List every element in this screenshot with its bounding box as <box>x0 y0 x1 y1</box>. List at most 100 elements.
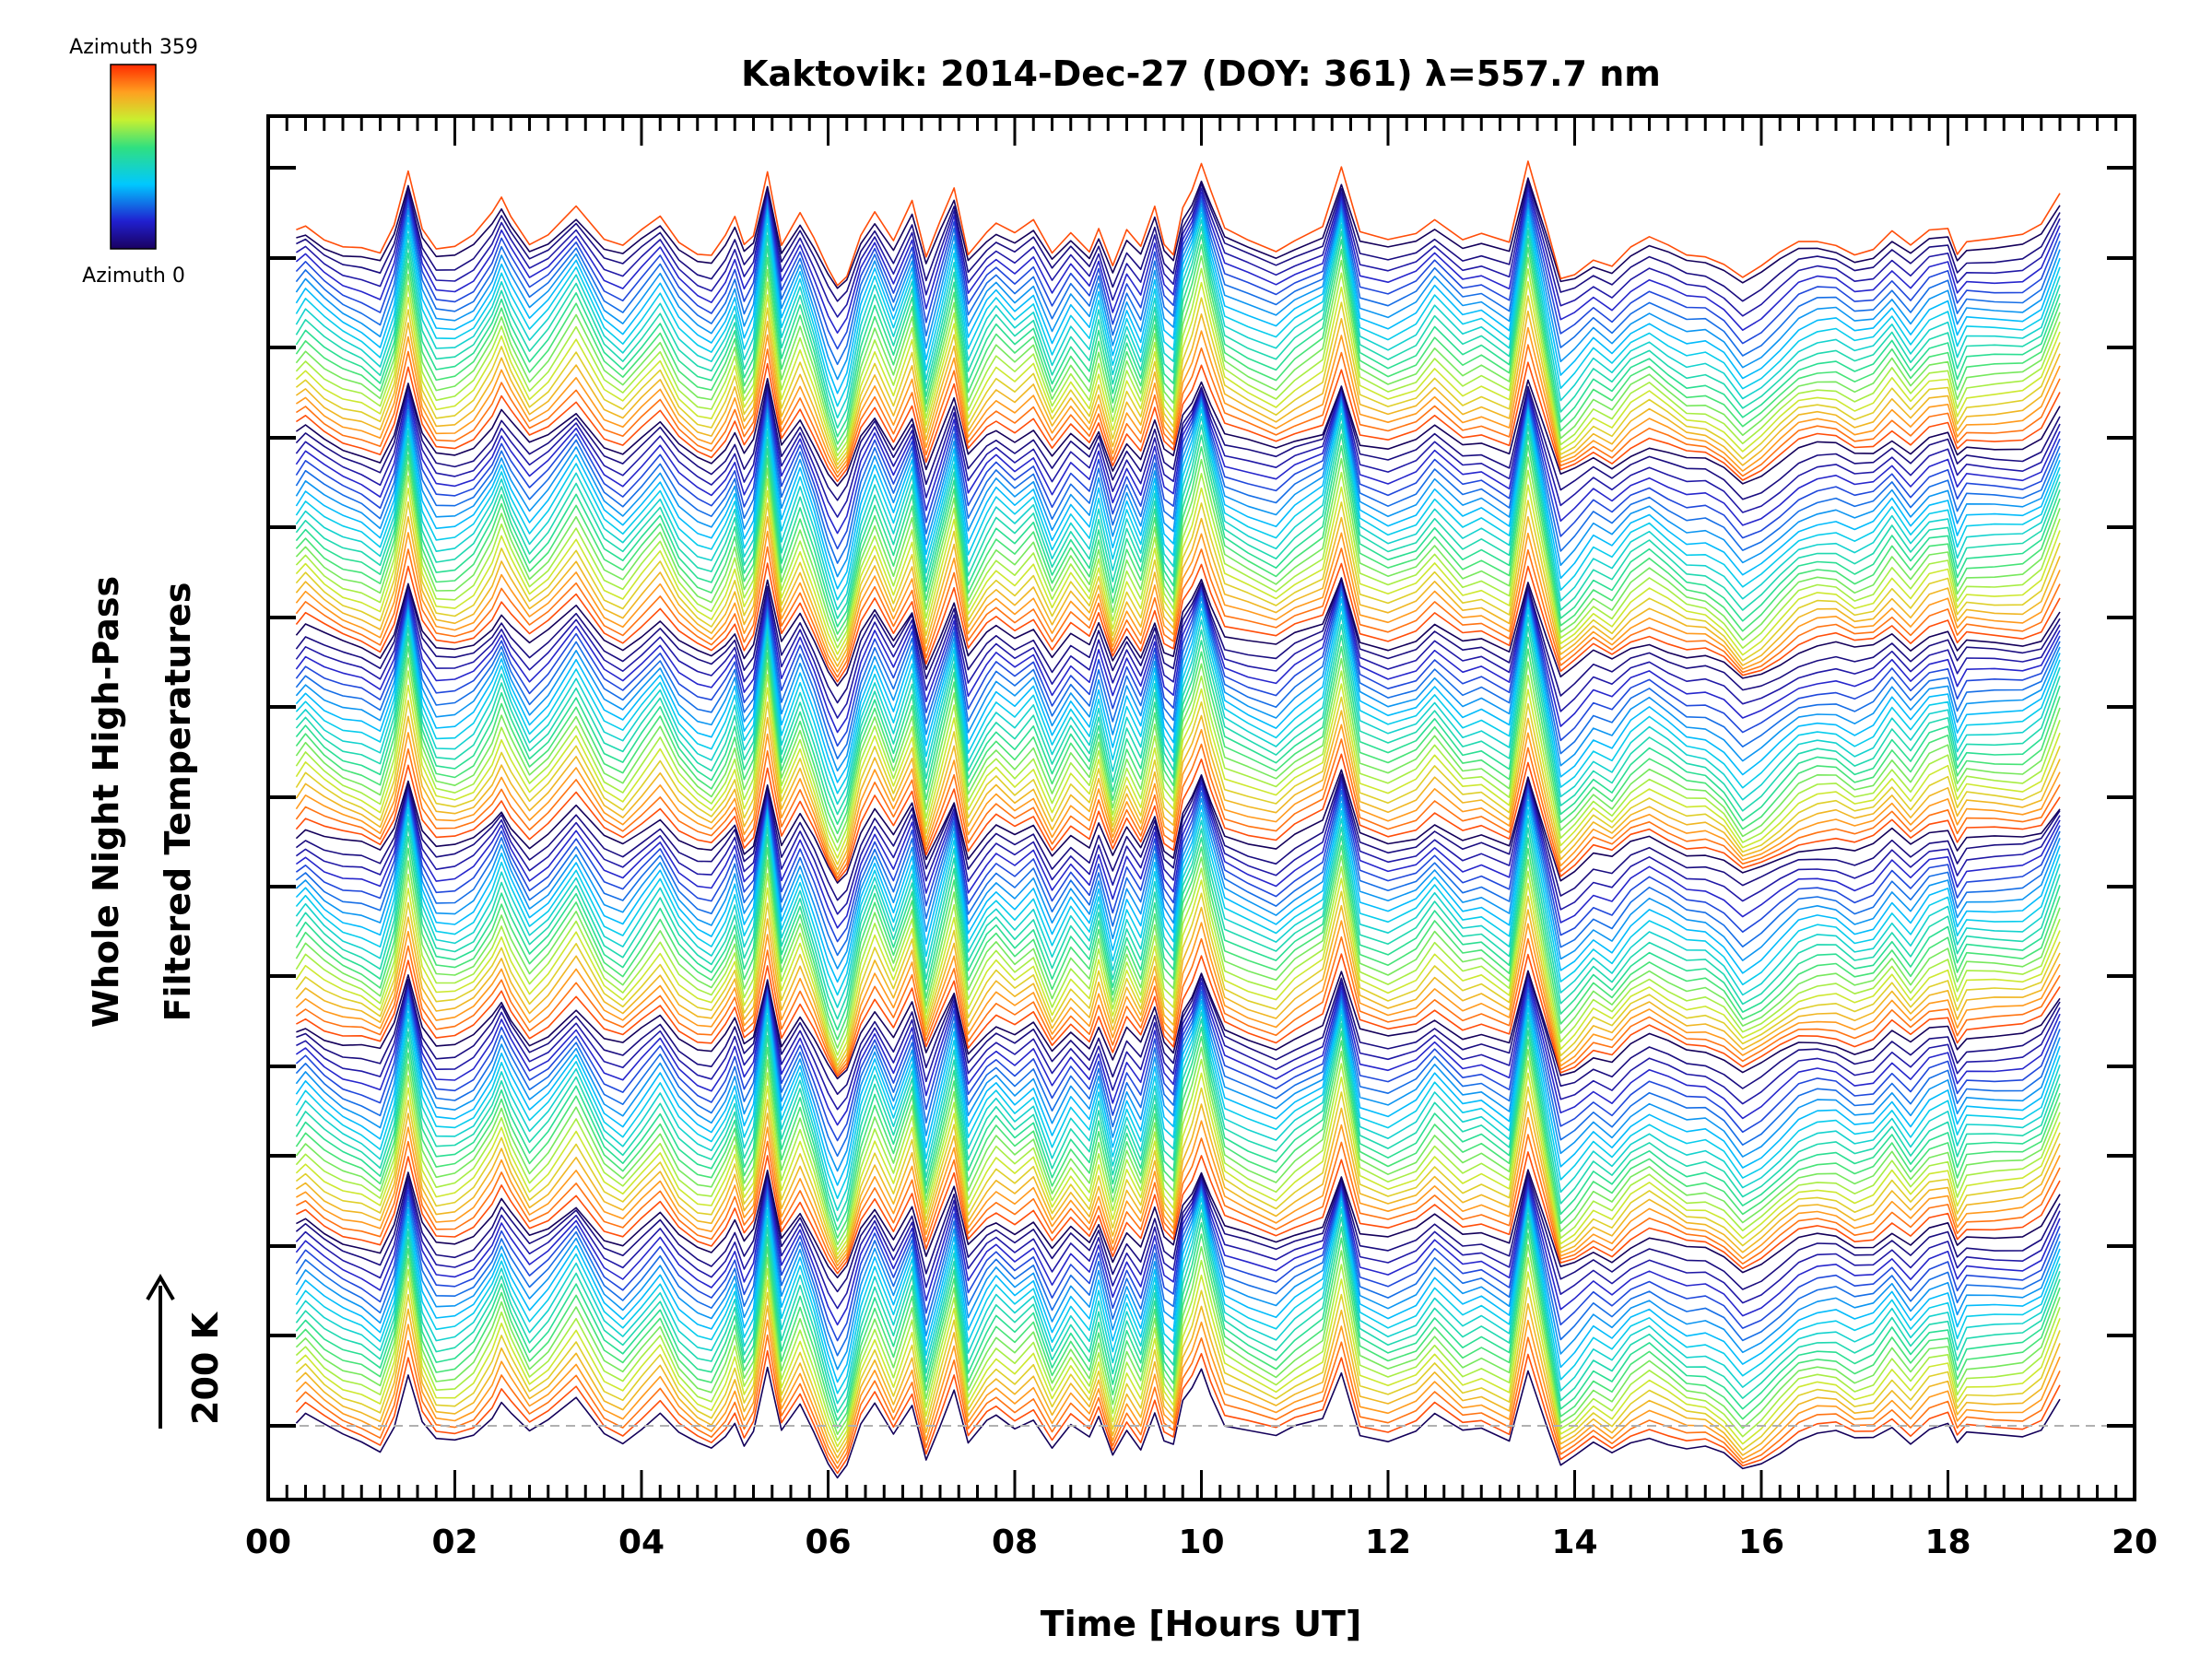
y-axis-label-line2: Filtered Temperatures <box>158 582 198 1022</box>
series-line <box>295 935 2061 1076</box>
series-line <box>295 1011 2061 1211</box>
series-line <box>295 1366 2061 1479</box>
series-line <box>295 226 2061 429</box>
x-tick-label: 02 <box>431 1524 477 1561</box>
series-line <box>295 1058 2061 1251</box>
series-line <box>295 234 2061 438</box>
series-line <box>295 456 2061 642</box>
series-line <box>295 710 2061 871</box>
series-line <box>295 1334 2061 1469</box>
series-line <box>295 582 2061 747</box>
series-line <box>295 1100 2061 1264</box>
series-line <box>295 280 2061 462</box>
series-line <box>295 738 2061 879</box>
series-line <box>295 1222 2061 1421</box>
series-line <box>295 218 2061 419</box>
series-line <box>295 591 2061 772</box>
series-line <box>295 193 2061 350</box>
x-tick-label: 10 <box>1178 1524 1224 1561</box>
series-line <box>295 361 2061 483</box>
scale-bar: 200 K <box>146 1274 226 1429</box>
series-line <box>295 267 2061 457</box>
series-line <box>295 469 2061 650</box>
series-line <box>295 1197 2061 1394</box>
series-line <box>295 634 2061 826</box>
series-line <box>295 920 2061 1073</box>
series-line <box>295 188 2061 335</box>
series-line <box>295 1174 2061 1310</box>
series-line <box>295 670 2061 852</box>
colorbar-bottom-label: Azimuth 0 <box>82 265 185 288</box>
series-line <box>295 877 2061 1062</box>
series-line <box>295 326 2061 474</box>
series-line <box>295 183 2061 318</box>
series-line <box>295 577 2061 688</box>
series-line <box>295 1086 2061 1260</box>
x-tick-labels: 00 02 04 06 08 10 12 14 16 18 20 <box>245 1524 2158 1561</box>
series-line <box>295 783 2061 943</box>
series-line <box>295 605 2061 794</box>
series-line <box>295 546 2061 678</box>
scale-label: 200 K <box>185 1311 226 1425</box>
series-line <box>295 1035 2061 1239</box>
series-line <box>295 854 2061 1049</box>
series-line <box>295 1192 2061 1383</box>
series-line <box>295 243 2061 445</box>
series-line <box>295 753 2061 882</box>
chart-title: Kaktovik: 2014-Dec-27 (DOY: 361) λ=557.7… <box>741 53 1661 94</box>
traces-group <box>295 160 2061 1479</box>
series-line <box>295 1212 2061 1414</box>
series-line <box>295 577 2061 704</box>
colorbar <box>110 64 157 250</box>
series-line <box>295 978 2061 1126</box>
series-line <box>296 1116 2061 1267</box>
series-line <box>295 773 2061 901</box>
colorbar-top-label: Azimuth 359 <box>69 36 198 59</box>
series-line <box>295 254 2061 452</box>
series-line <box>295 586 2061 760</box>
series-line <box>296 1134 2061 1271</box>
series-line <box>296 973 2061 1111</box>
series-line <box>295 645 2061 835</box>
series-line <box>295 377 2061 488</box>
series-line <box>295 196 2061 366</box>
series-line <box>295 904 2061 1070</box>
series-line <box>295 657 2061 843</box>
series-line <box>296 970 2061 1095</box>
series-line <box>295 998 2061 1186</box>
y-axis-label-line1: Whole Night High-Pass <box>86 576 126 1028</box>
series-line <box>295 1243 2061 1435</box>
series-line <box>295 530 2061 673</box>
series-line <box>295 444 2061 635</box>
x-tick-label: 20 <box>2112 1524 2158 1561</box>
series-line <box>295 1287 2061 1453</box>
series-line <box>295 310 2061 470</box>
series-line <box>295 1072 2061 1255</box>
series-line <box>295 1171 2061 1293</box>
series-line <box>296 970 2061 1080</box>
series-line <box>295 1026 2061 1231</box>
axis-ticks <box>266 116 2136 1500</box>
series-line <box>295 397 2061 578</box>
series-line <box>295 391 2061 550</box>
series-line <box>295 500 2061 662</box>
series-line <box>295 1188 2061 1371</box>
series-line <box>295 988 2061 1158</box>
series-line <box>295 1018 2061 1222</box>
series-line <box>295 394 2061 564</box>
series-line <box>295 1204 2061 1405</box>
series-line <box>296 1169 2061 1279</box>
series-line <box>296 160 2061 287</box>
series-line <box>295 835 2061 1031</box>
x-tick-label: 04 <box>618 1524 665 1561</box>
series-line <box>296 177 2061 289</box>
series-line <box>295 724 2061 876</box>
series-line <box>295 780 2061 929</box>
series-line <box>295 696 2061 865</box>
x-tick-label: 18 <box>1924 1524 1971 1561</box>
series-line <box>296 1151 2061 1275</box>
series-line <box>295 683 2061 859</box>
series-line <box>295 890 2061 1066</box>
series-line <box>295 1256 2061 1441</box>
